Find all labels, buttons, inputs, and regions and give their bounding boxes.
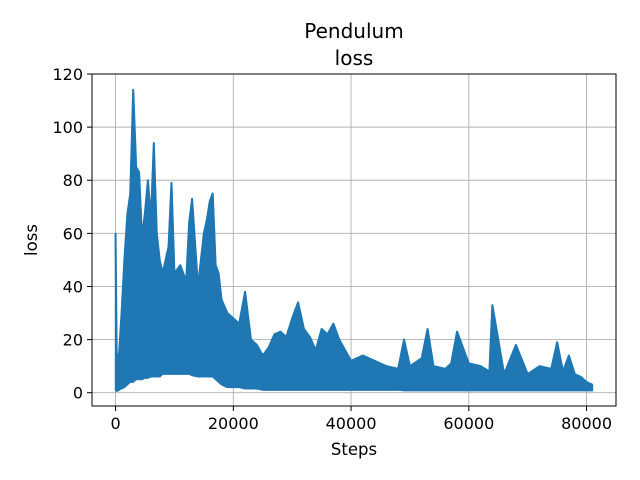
y-tick-label: 20 [63,331,83,350]
y-tick-label: 60 [63,224,83,243]
y-tick-label: 100 [52,118,83,137]
chart-title-line-2: loss [335,46,374,70]
y-tick-label: 0 [73,384,83,403]
y-tick-label: 80 [63,171,83,190]
y-axis-ticks: 0 20 40 60 80 100 120 [52,65,92,403]
x-axis-ticks: 0 20000 40000 60000 80000 [110,406,612,433]
y-axis-label: loss [22,224,41,256]
x-tick-label: 60000 [443,414,494,433]
x-tick-label: 40000 [326,414,377,433]
y-tick-label: 40 [63,277,83,296]
x-tick-label: 0 [110,414,120,433]
chart-title-line-1: Pendulum [304,19,403,43]
x-tick-label: 20000 [208,414,259,433]
series-line [114,88,593,386]
x-tick-label: 80000 [561,414,612,433]
plot-frame [91,73,617,407]
series-layer [114,88,594,393]
y-tick-label: 120 [52,65,83,84]
x-axis-label: Steps [331,440,377,459]
